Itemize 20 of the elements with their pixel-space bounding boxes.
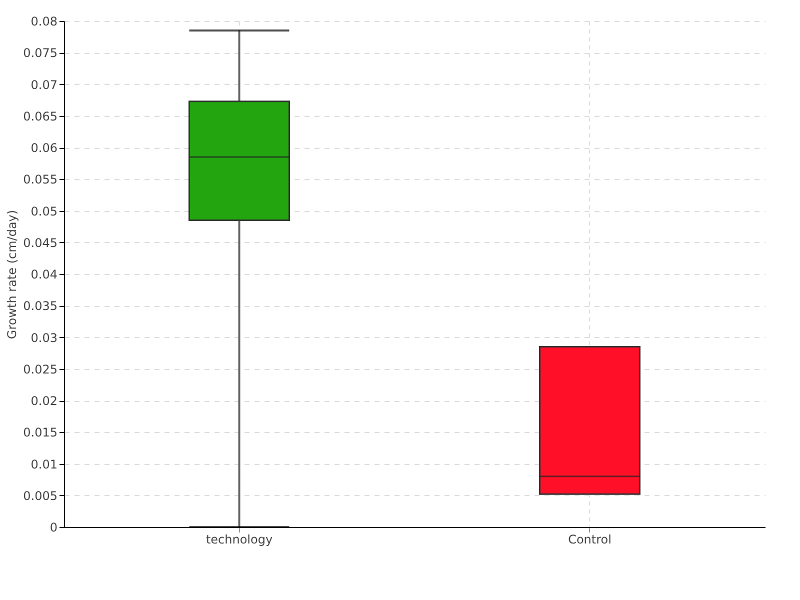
y-tick-label: 0.065 bbox=[23, 109, 58, 124]
y-tick-label: 0.06 bbox=[30, 141, 58, 155]
y-tick-label: 0.055 bbox=[23, 172, 58, 187]
y-tick-label: 0.075 bbox=[23, 46, 58, 60]
y-tick-label: 0.04 bbox=[30, 268, 58, 282]
y-axis-title: Growth rate (cm/day) bbox=[5, 210, 20, 340]
y-tick-label: 0.03 bbox=[30, 330, 58, 345]
y-tick-label: 0.05 bbox=[30, 204, 58, 218]
x-tick-label: technology bbox=[206, 532, 273, 546]
y-tick-label: 0.015 bbox=[23, 426, 58, 440]
y-tick-label: 0.02 bbox=[30, 394, 58, 408]
x-tick-label: Control bbox=[568, 532, 612, 546]
y-tick-label: 0.045 bbox=[23, 236, 58, 250]
y-tick-label: 0.025 bbox=[23, 362, 58, 376]
y-tick-label: 0.07 bbox=[30, 78, 58, 92]
y-tick-label: 0.08 bbox=[30, 14, 58, 28]
y-tick-label: 0.035 bbox=[23, 299, 58, 314]
y-tick-label: 0.01 bbox=[30, 457, 58, 472]
y-tick-label: 0 bbox=[50, 520, 58, 534]
y-tick-label: 0.005 bbox=[23, 488, 58, 503]
